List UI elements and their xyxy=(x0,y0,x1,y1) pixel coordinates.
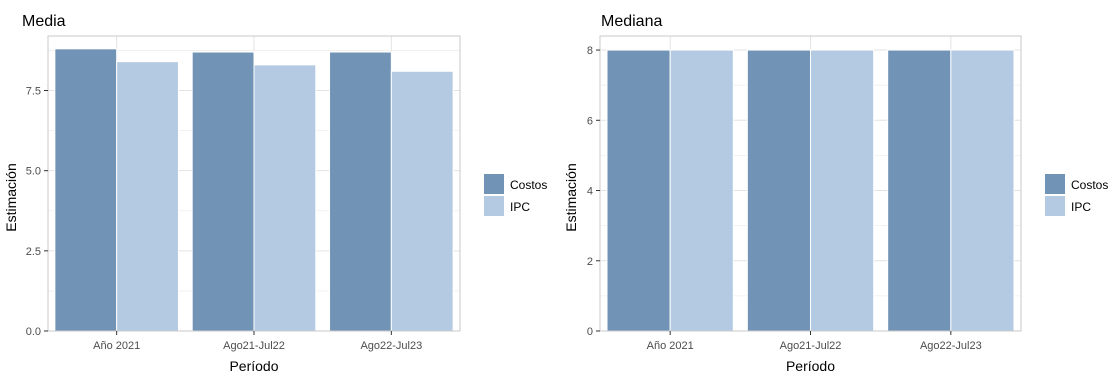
legend-label-ipc: IPC xyxy=(1071,200,1091,214)
legend-swatch-ipc xyxy=(484,196,504,216)
x-tick-label: Año 2021 xyxy=(93,340,140,352)
bar-ipc-1 xyxy=(669,49,734,332)
chart-mediana: Mediana 0 2 4 6 8 Año 2021 Ago21-Jul22 Ago22-J… xyxy=(563,13,1108,374)
legend: Costos IPC xyxy=(1045,174,1108,216)
bar-costos-3 xyxy=(329,51,392,332)
y-tick-label: 6 xyxy=(587,115,593,127)
chart-title: Media xyxy=(22,13,66,30)
y-ticks: 0 2 4 6 8 xyxy=(587,45,600,338)
legend-label-costos: Costos xyxy=(510,178,547,192)
bar-ipc-1 xyxy=(116,61,179,332)
bar-ipc-3 xyxy=(950,49,1015,332)
x-tick-label: Ago21-Jul22 xyxy=(223,340,285,352)
bars xyxy=(54,48,454,332)
y-tick-label: 7.5 xyxy=(26,86,41,98)
y-tick-label: 2.5 xyxy=(26,246,41,258)
x-tick-label: Ago22-Jul23 xyxy=(920,340,982,352)
y-axis-label: Estimación xyxy=(3,163,19,231)
x-tick-label: Ago22-Jul23 xyxy=(360,340,422,352)
legend-swatch-costos xyxy=(1045,174,1065,194)
x-axis-label: Período xyxy=(229,358,278,374)
bars xyxy=(606,49,1015,332)
x-ticks: Año 2021 Ago21-Jul22 Ago22-Jul23 xyxy=(93,331,422,352)
y-tick-label: 8 xyxy=(587,45,593,57)
bar-ipc-3 xyxy=(390,70,454,332)
y-tick-label: 2 xyxy=(587,256,593,268)
y-tick-label: 5.0 xyxy=(26,166,41,178)
chart-media: Media 0.0 2.5 5.0 7.5 Año 2021 Ago21-Jul22 Ag… xyxy=(3,13,547,374)
legend-swatch-costos xyxy=(484,174,504,194)
legend-label-costos: Costos xyxy=(1071,178,1108,192)
chart-panel-media: Media 0.0 2.5 5.0 7.5 Año 2021 Ago21-Jul22 Ag… xyxy=(0,0,560,374)
bar-costos-3 xyxy=(887,49,952,332)
bar-ipc-2 xyxy=(253,64,317,332)
bar-costos-2 xyxy=(191,51,255,332)
y-tick-label: 4 xyxy=(587,186,593,198)
legend-swatch-ipc xyxy=(1045,196,1065,216)
chart-title: Mediana xyxy=(601,13,662,30)
legend-label-ipc: IPC xyxy=(510,200,530,214)
bar-costos-1 xyxy=(606,49,671,332)
y-tick-label: 0 xyxy=(587,326,593,338)
legend: Costos IPC xyxy=(484,174,547,216)
x-tick-label: Año 2021 xyxy=(647,340,694,352)
bar-ipc-2 xyxy=(810,49,875,332)
bar-costos-2 xyxy=(746,49,812,332)
y-ticks: 0.0 2.5 5.0 7.5 xyxy=(26,86,48,338)
chart-panel-mediana: Mediana 0 2 4 6 8 Año 2021 Ago21-Jul22 Ago22-J… xyxy=(560,0,1119,374)
y-tick-label: 0.0 xyxy=(26,326,41,338)
x-tick-label: Ago21-Jul22 xyxy=(780,340,842,352)
x-axis-label: Período xyxy=(786,358,835,374)
bar-costos-1 xyxy=(54,48,118,332)
y-axis-label: Estimación xyxy=(563,163,579,231)
x-ticks: Año 2021 Ago21-Jul22 Ago22-Jul23 xyxy=(647,331,982,352)
